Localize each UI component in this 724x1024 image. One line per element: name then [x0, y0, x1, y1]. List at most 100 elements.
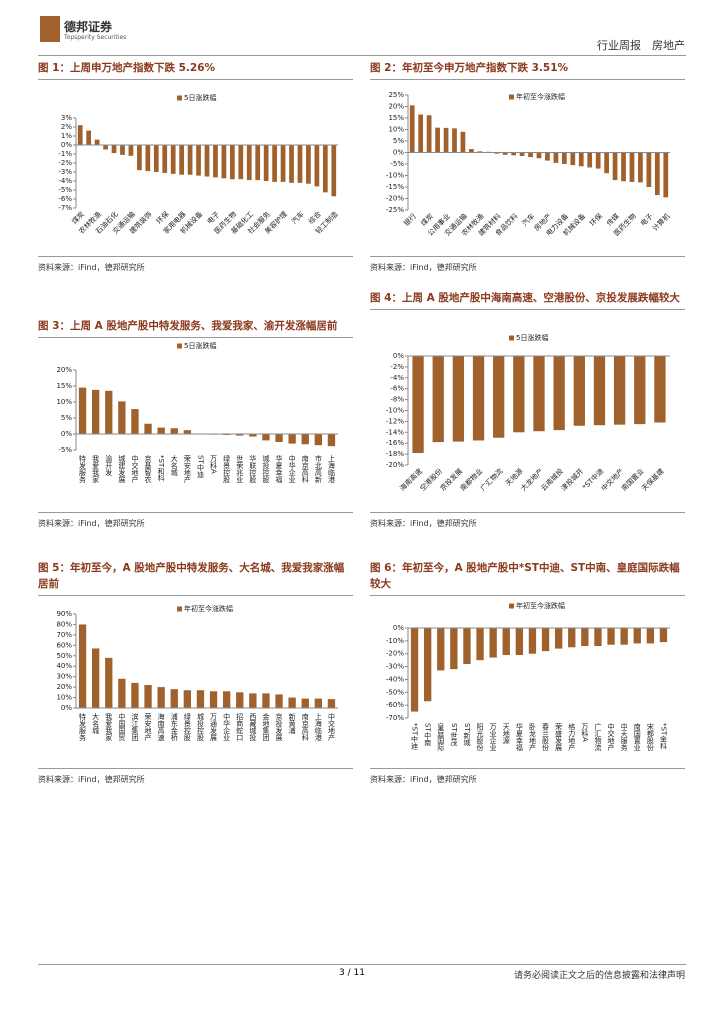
bar — [272, 145, 277, 182]
bar — [229, 145, 235, 180]
bar — [213, 145, 218, 178]
bar — [511, 152, 517, 156]
bar — [553, 152, 559, 163]
x-tick-label: 上海临港 — [327, 454, 335, 484]
bar — [654, 152, 660, 196]
bar — [144, 423, 152, 434]
bar — [519, 152, 525, 156]
bar — [528, 628, 537, 654]
bar — [594, 628, 602, 646]
bar — [469, 149, 474, 153]
x-tick-label: 卧龙地产 — [528, 723, 536, 752]
bar — [255, 145, 261, 181]
bar — [418, 114, 424, 153]
bar — [86, 130, 92, 145]
bar — [170, 145, 176, 174]
bar — [570, 152, 576, 166]
bar — [663, 152, 669, 198]
bar — [327, 699, 336, 708]
y-tick-label: 0% — [393, 624, 404, 632]
y-tick-label: -60% — [386, 701, 404, 709]
bar — [157, 687, 165, 708]
bar — [144, 685, 152, 708]
bar — [275, 694, 283, 708]
bar — [238, 145, 244, 180]
y-tick-label: 80% — [56, 620, 72, 628]
y-tick-label: 90% — [56, 610, 72, 618]
x-tick-label: 天保基建 — [640, 466, 666, 492]
bar — [301, 434, 309, 445]
x-tick-label: 中交地产 — [607, 722, 615, 752]
x-tick-label: 汽车 — [290, 209, 306, 225]
y-tick-label: 2% — [61, 123, 72, 131]
x-tick-label: 特发服务 — [79, 454, 87, 484]
bar — [314, 434, 323, 446]
bar — [236, 434, 244, 436]
bar — [620, 628, 628, 645]
bar — [654, 356, 666, 423]
x-tick-label: 中华企业 — [223, 712, 231, 741]
x-tick-label: 金地集团 — [262, 712, 270, 742]
x-tick-label: 招商蛇口 — [236, 712, 244, 741]
bar — [533, 356, 545, 432]
y-tick-label: -15% — [386, 183, 404, 191]
bar — [629, 152, 635, 182]
legend-label: 5日涨跌幅 — [516, 333, 548, 342]
x-tick-label: *ST和科 — [157, 455, 165, 482]
x-tick-label: 绿景控股 — [183, 712, 191, 742]
y-tick-label: 0% — [393, 352, 404, 360]
y-tick-label: -10% — [386, 637, 404, 645]
bar — [450, 628, 458, 670]
y-tick-label: 30% — [56, 673, 72, 681]
y-tick-label: 40% — [56, 662, 72, 670]
x-tick-label: *ST中迪 — [411, 723, 419, 750]
bar — [587, 152, 593, 168]
x-tick-label: ST中南 — [424, 723, 432, 746]
bar — [595, 152, 601, 169]
bar — [545, 152, 550, 161]
bar — [646, 152, 652, 187]
y-tick-label: 3% — [61, 114, 72, 122]
bar — [204, 145, 210, 177]
x-tick-label: 上海临港 — [314, 712, 322, 742]
y-tick-label: -10% — [386, 407, 404, 415]
x-tick-label: 华夏幸福 — [275, 454, 283, 484]
bar — [553, 356, 565, 431]
bar — [91, 648, 100, 708]
bar — [476, 628, 484, 661]
x-tick-label: 荣安地产 — [183, 454, 191, 484]
logo — [40, 16, 60, 42]
bar — [634, 356, 646, 425]
y-tick-label: 10% — [388, 126, 404, 134]
x-tick-label: 中天服务 — [620, 722, 628, 752]
y-tick-label: 0% — [61, 704, 72, 712]
section: 行业周报 房地产 — [597, 39, 685, 52]
x-tick-label: 津投城开 — [559, 466, 585, 492]
bar — [536, 152, 542, 159]
bar — [170, 428, 178, 434]
bar — [452, 356, 465, 442]
bar — [322, 145, 328, 193]
y-tick-label: 15% — [388, 114, 404, 122]
x-tick-label: 环保 — [588, 211, 604, 227]
bar — [331, 145, 337, 197]
bar — [443, 127, 449, 153]
bar — [288, 697, 296, 708]
bar — [528, 152, 533, 158]
bar — [541, 628, 550, 652]
x-tick-label: 华夏幸福 — [515, 722, 523, 752]
x-tick-label: 市北高新 — [314, 454, 322, 484]
bar — [463, 628, 471, 664]
bar — [145, 145, 151, 172]
bar — [196, 690, 205, 708]
bar — [289, 145, 294, 183]
y-tick-label: -4% — [58, 177, 72, 185]
x-tick-label: 滨江集团 — [131, 712, 139, 742]
x-tick-label: 城投控股 — [262, 455, 270, 484]
legend-label: 年初至今涨跌幅 — [184, 604, 233, 613]
bar — [554, 628, 563, 649]
bar — [162, 145, 168, 173]
y-tick-label: 15% — [56, 382, 72, 390]
bar — [103, 145, 108, 150]
x-tick-label: 南京高科 — [301, 454, 309, 484]
